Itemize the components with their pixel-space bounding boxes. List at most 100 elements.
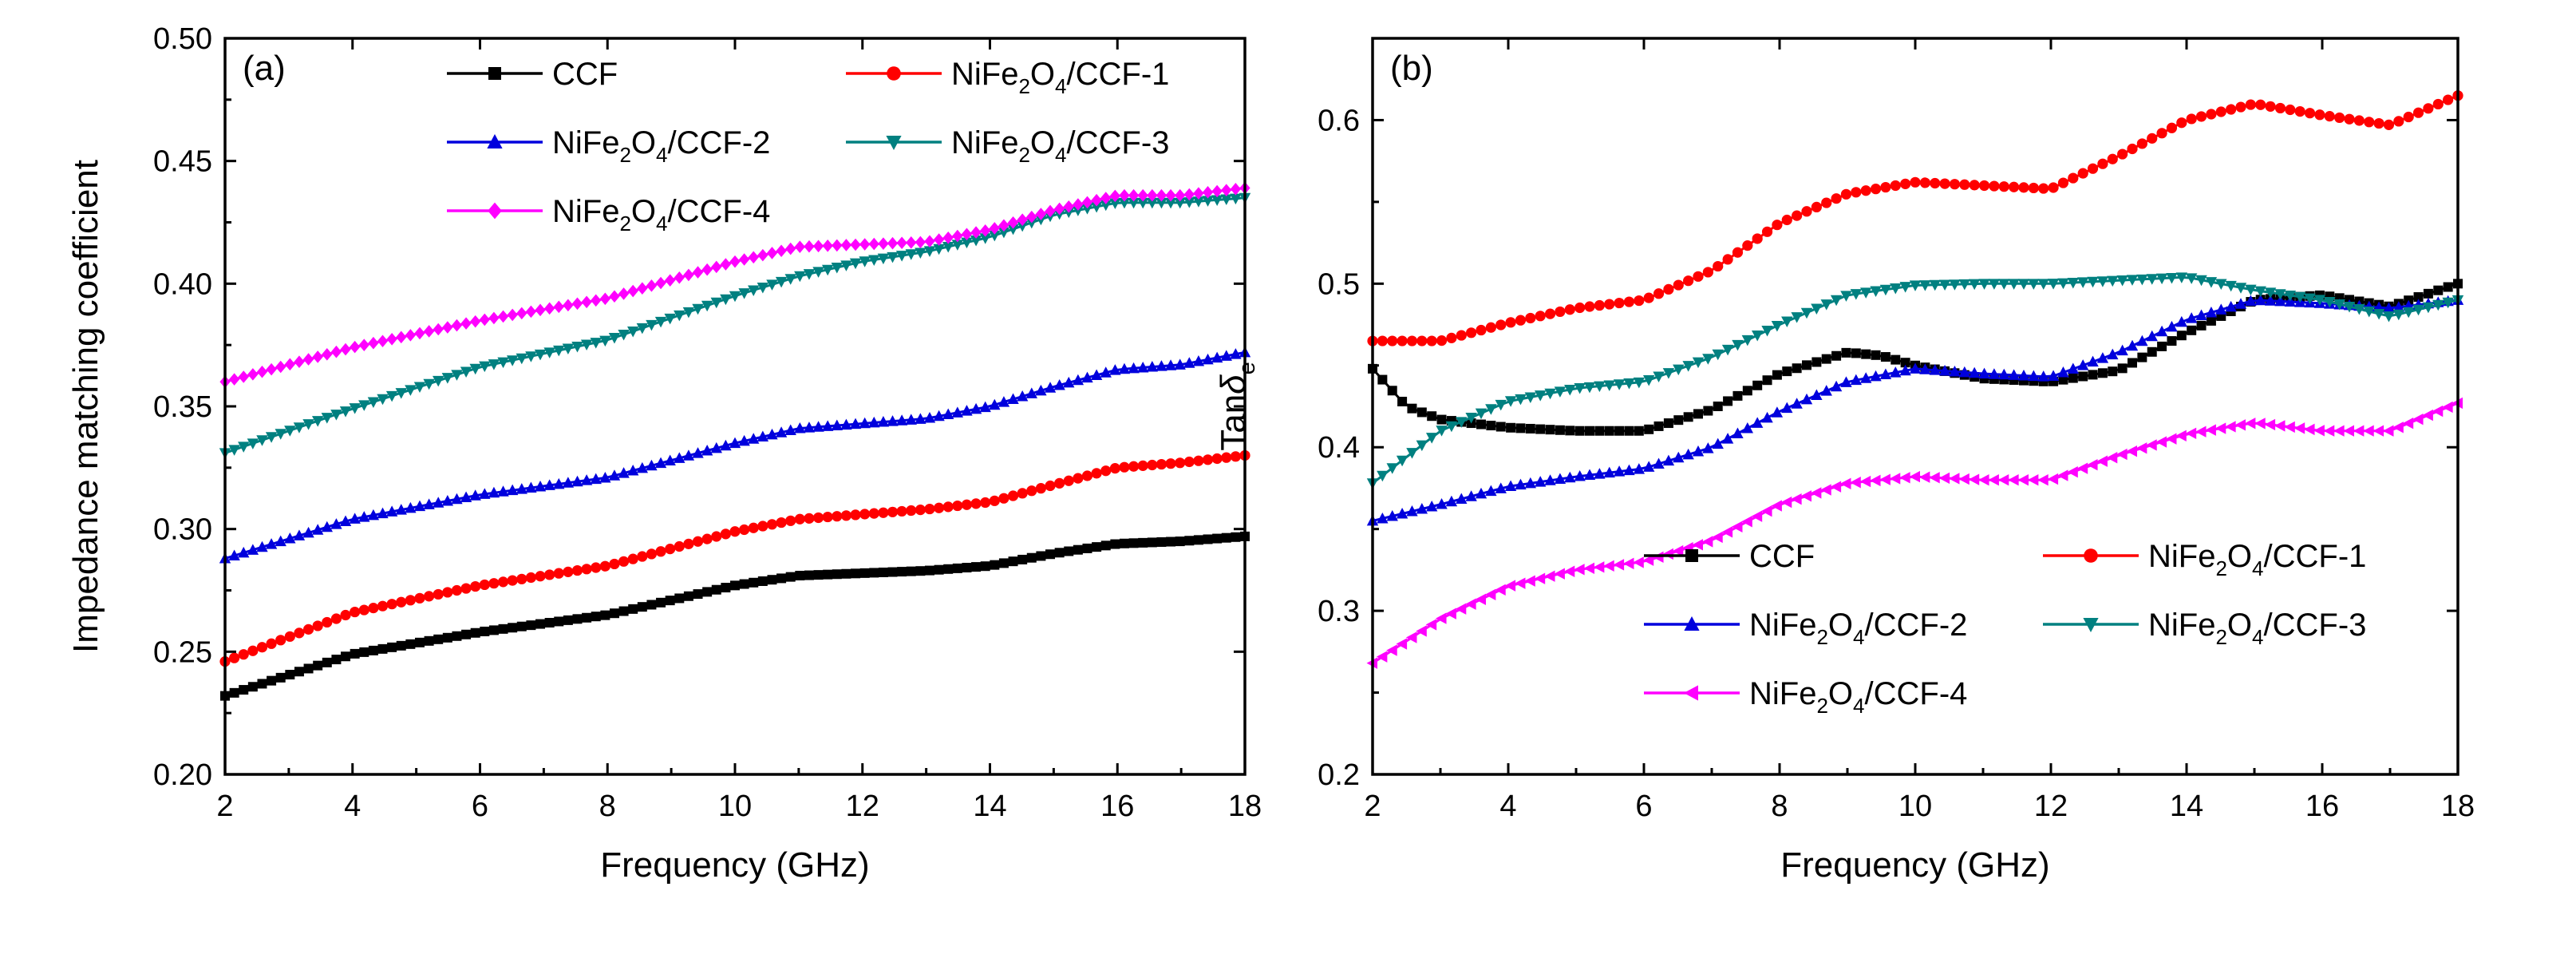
data-point [451,584,463,596]
data-point [952,229,963,243]
data-point [1515,394,1527,406]
data-point [1702,267,1713,278]
data-point [1475,408,1488,420]
data-point [1035,384,1047,396]
data-point [238,546,250,558]
data-point [350,340,361,354]
data-point [2313,425,2325,437]
series-NiFe2O4/CCF-3 [1366,272,2464,489]
data-point [1446,332,1457,343]
data-point [1583,562,1594,575]
legend-label: CCF [552,57,618,92]
x-tick-label: 10 [1898,790,1932,823]
data-point [1504,396,1517,407]
data-point [498,623,508,634]
data-point [1230,183,1241,196]
data-point [2167,336,2177,346]
data-point [1475,487,1488,499]
data-point [2067,277,2080,289]
data-point [1504,480,1517,491]
data-point [2205,277,2218,288]
data-point [1515,478,1527,490]
plot-frame [1371,37,2459,776]
data-point [1958,279,1971,291]
data-point [989,495,1000,506]
data-point [1436,498,1448,509]
legend-marker [1684,685,1698,701]
x-tick-label: 2 [216,790,233,823]
data-point [1859,372,1872,383]
data-point [591,294,602,307]
data-point [961,237,973,249]
data-point [1175,457,1186,469]
data-point [1811,357,1822,367]
data-point [1147,188,1158,202]
data-point [961,228,973,241]
data-point [655,276,666,290]
data-point [989,230,1001,242]
data-point [1109,198,1121,209]
data-point [1791,312,1803,323]
data-point [1387,386,1397,396]
data-point [2028,182,2039,194]
data-point [656,597,666,608]
data-point [934,564,944,575]
data-point [766,428,778,440]
x-tick-label: 10 [718,790,752,823]
data-point [1890,366,1902,378]
data-point [1889,473,1901,485]
data-point [2185,273,2198,284]
data-point [441,494,454,506]
data-point [368,603,379,614]
legend-marker [886,136,902,150]
data-point [265,432,278,443]
data-point [970,226,982,239]
data-point [692,447,704,458]
data-point [748,522,759,533]
data-point [1109,189,1120,203]
data-point [571,564,583,576]
data-point [2176,117,2187,129]
data-point [1772,220,1783,231]
data-point [516,573,527,584]
data-point [1702,442,1714,453]
data-point [1614,426,1625,436]
data-point [2037,279,2049,290]
data-point [1859,475,1871,488]
data-point [1891,354,1901,365]
data-point [1692,539,1703,551]
data-point [1662,454,1675,466]
data-point [1978,279,1990,290]
legend-marker [488,202,502,220]
data-point [2422,409,2433,422]
data-point [2156,128,2167,139]
data-point [1701,536,1713,548]
data-point [813,570,824,580]
data-point [665,596,675,606]
data-point [2008,279,2020,290]
data-point [1137,361,1149,373]
data-point [2185,312,2198,323]
data-point [1800,307,1813,319]
data-point [1850,374,1863,386]
data-point [2363,306,2375,318]
x-tick-label: 4 [1499,790,1516,823]
data-point [2106,452,2118,464]
data-point [1859,287,1872,299]
legend-label: NiFe2O4/CCF-1 [951,57,1169,98]
data-point [247,682,258,692]
data-point [2108,366,2118,377]
data-point [1081,470,1093,481]
data-point [2157,341,2167,351]
data-point [2147,346,2157,357]
data-point [2008,369,2020,380]
data-point [350,648,360,659]
data-point [442,587,453,598]
data-point [1583,382,1596,394]
data-point [1007,393,1019,405]
data-point [933,243,945,255]
data-point [868,255,880,266]
data-point [1751,510,1763,522]
data-point [951,406,964,418]
data-point [2433,285,2444,295]
